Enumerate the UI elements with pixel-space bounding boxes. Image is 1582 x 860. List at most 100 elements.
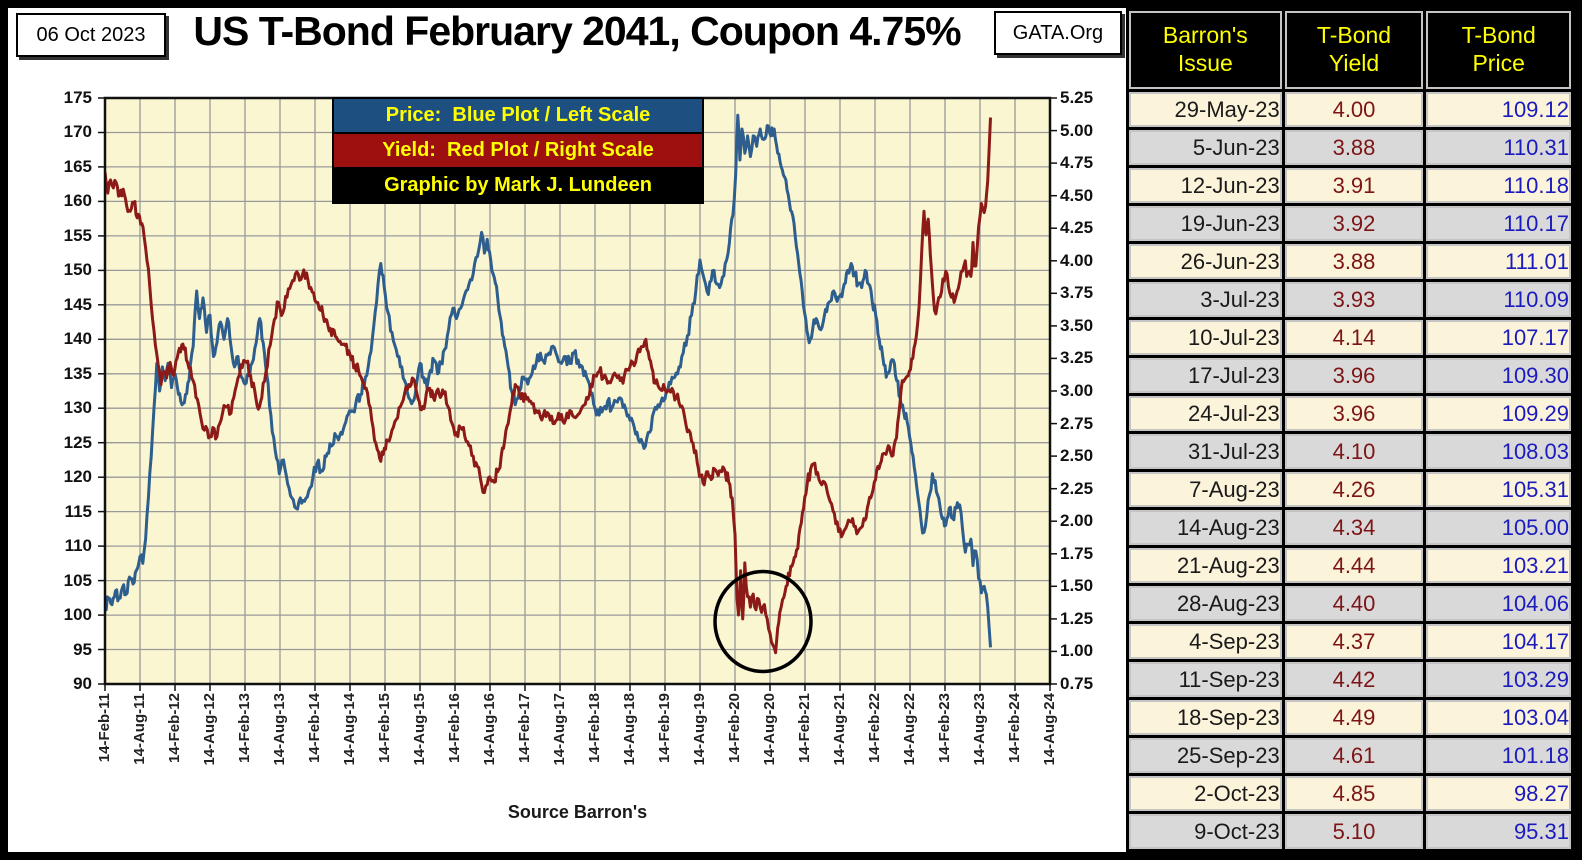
table-row: 7-Aug-23 4.26 105.31	[1129, 472, 1571, 507]
x-axis-tick-label: 14-Aug-18	[621, 693, 638, 766]
x-axis-tick-label: 14-Aug-13	[271, 693, 288, 766]
x-axis-tick-label: 14-Feb-15	[376, 693, 393, 764]
table-header-cell: T-Bond Yield	[1284, 11, 1424, 89]
table-row: 11-Sep-23 4.42 103.29	[1129, 662, 1571, 697]
x-axis-tick-label: 14-Aug-15	[411, 693, 428, 766]
x-axis-tick-label: 14-Feb-11	[96, 693, 113, 763]
right-axis-tick-label: 3.25	[1060, 348, 1094, 367]
x-axis-tick-label: 14-Aug-24	[1041, 693, 1058, 766]
source-note: Source Barron's	[507, 802, 648, 822]
x-axis-tick-label: 14-Feb-24	[1006, 693, 1023, 764]
cell-price: 105.00	[1426, 510, 1571, 545]
cell-issue-date: 10-Jul-23	[1129, 320, 1282, 355]
chart-panel: 06 Oct 2023 US T-Bond February 2041, Cou…	[16, 8, 1122, 822]
left-axis-tick-label: 95	[73, 640, 92, 659]
cell-issue-date: 24-Jul-23	[1129, 396, 1282, 431]
table-row: 3-Jul-23 3.93 110.09	[1129, 282, 1571, 317]
cell-price: 104.06	[1426, 586, 1571, 621]
right-axis-tick-label: 2.50	[1060, 446, 1094, 465]
cell-yield: 4.42	[1284, 662, 1424, 697]
cell-price: 103.21	[1426, 548, 1571, 583]
table-header-cell: Barron's Issue	[1129, 11, 1282, 89]
right-axis-tick-label: 4.00	[1060, 251, 1094, 270]
left-axis-tick-label: 155	[63, 226, 92, 245]
x-axis-tick-label: 14-Aug-17	[551, 693, 568, 766]
cell-price: 110.17	[1426, 206, 1571, 241]
left-axis-tick-label: 175	[63, 88, 92, 107]
right-axis-tick-label: 1.25	[1060, 609, 1094, 628]
cell-price: 105.31	[1426, 472, 1571, 507]
right-axis-tick-label: 1.50	[1060, 576, 1094, 595]
left-axis-tick-label: 100	[63, 605, 92, 624]
table-header-row: Barron's Issue T-Bond Yield T-Bond Price	[1129, 11, 1571, 89]
cell-yield: 4.44	[1284, 548, 1424, 583]
left-axis-tick-label: 150	[63, 260, 92, 279]
x-axis-tick-label: 14-Feb-14	[306, 693, 323, 764]
table-row: 10-Jul-23 4.14 107.17	[1129, 320, 1571, 355]
cell-issue-date: 2-Oct-23	[1129, 776, 1282, 811]
table-row: 2-Oct-23 4.85 98.27	[1129, 776, 1571, 811]
right-axis-tick-label: 4.50	[1060, 186, 1094, 205]
left-axis-tick-label: 125	[63, 433, 92, 452]
cell-issue-date: 26-Jun-23	[1129, 244, 1282, 279]
x-axis-tick-label: 14-Feb-18	[586, 693, 603, 764]
x-axis-tick-label: 14-Feb-22	[866, 693, 883, 764]
cell-issue-date: 21-Aug-23	[1129, 548, 1282, 583]
right-axis-tick-label: 2.00	[1060, 511, 1094, 530]
x-axis-tick-label: 14-Aug-22	[901, 693, 918, 766]
x-axis-tick-label: 14-Aug-23	[971, 693, 988, 766]
cell-price: 111.01	[1426, 244, 1571, 279]
cell-issue-date: 29-May-23	[1129, 92, 1282, 127]
cell-yield: 4.14	[1284, 320, 1424, 355]
cell-price: 104.17	[1426, 624, 1571, 659]
right-axis-tick-label: 2.25	[1060, 479, 1094, 498]
right-axis-tick-label: 3.50	[1060, 316, 1094, 335]
table-row: 26-Jun-23 3.88 111.01	[1129, 244, 1571, 279]
annotation-circle	[713, 569, 813, 674]
x-axis-tick-label: 14-Aug-21	[831, 693, 848, 766]
table-row: 31-Jul-23 4.10 108.03	[1129, 434, 1571, 469]
table-row: 4-Sep-23 4.37 104.17	[1129, 624, 1571, 659]
x-axis-tick-label: 14-Feb-23	[936, 693, 953, 764]
table-row: 18-Sep-23 4.49 103.04	[1129, 700, 1571, 735]
date-box: 06 Oct 2023	[16, 13, 166, 57]
cell-yield: 3.93	[1284, 282, 1424, 317]
right-axis-tick-label: 1.00	[1060, 641, 1094, 660]
cell-issue-date: 14-Aug-23	[1129, 510, 1282, 545]
x-axis-tick-label: 14-Aug-16	[481, 693, 498, 766]
table-row: 12-Jun-23 3.91 110.18	[1129, 168, 1571, 203]
x-axis-tick-label: 14-Aug-14	[341, 693, 358, 766]
right-axis-tick-label: 1.75	[1060, 544, 1094, 563]
cell-issue-date: 7-Aug-23	[1129, 472, 1282, 507]
right-axis-tick-label: 3.75	[1060, 283, 1094, 302]
right-axis-tick-label: 2.75	[1060, 414, 1094, 433]
x-axis-tick-label: 14-Feb-16	[446, 693, 463, 764]
right-axis-tick-label: 3.00	[1060, 381, 1094, 400]
cell-price: 107.17	[1426, 320, 1571, 355]
cell-issue-date: 5-Jun-23	[1129, 130, 1282, 165]
left-axis-tick-label: 90	[73, 674, 92, 693]
x-axis-tick-label: 14-Feb-21	[796, 693, 813, 764]
cell-yield: 4.37	[1284, 624, 1424, 659]
cell-yield: 4.10	[1284, 434, 1424, 469]
x-axis-tick-label: 14-Feb-13	[236, 693, 253, 764]
cell-price: 95.31	[1426, 814, 1571, 849]
cell-issue-date: 28-Aug-23	[1129, 586, 1282, 621]
table-row: 19-Jun-23 3.92 110.17	[1129, 206, 1571, 241]
legend-price-row: Price: Blue Plot / Left Scale	[334, 99, 702, 134]
cell-issue-date: 9-Oct-23	[1129, 814, 1282, 849]
cell-issue-date: 12-Jun-23	[1129, 168, 1282, 203]
x-axis-tick-label: 14-Feb-17	[516, 693, 533, 764]
left-axis-tick-label: 115	[64, 502, 92, 521]
cell-yield: 3.92	[1284, 206, 1424, 241]
cell-price: 101.18	[1426, 738, 1571, 773]
legend-yield-row: Yield: Red Plot / Right Scale	[334, 134, 702, 169]
cell-price: 103.04	[1426, 700, 1571, 735]
cell-price: 109.29	[1426, 396, 1571, 431]
cell-yield: 4.40	[1284, 586, 1424, 621]
cell-yield: 3.88	[1284, 244, 1424, 279]
cell-yield: 4.85	[1284, 776, 1424, 811]
cell-price: 109.12	[1426, 92, 1571, 127]
left-axis-tick-label: 170	[63, 122, 92, 141]
